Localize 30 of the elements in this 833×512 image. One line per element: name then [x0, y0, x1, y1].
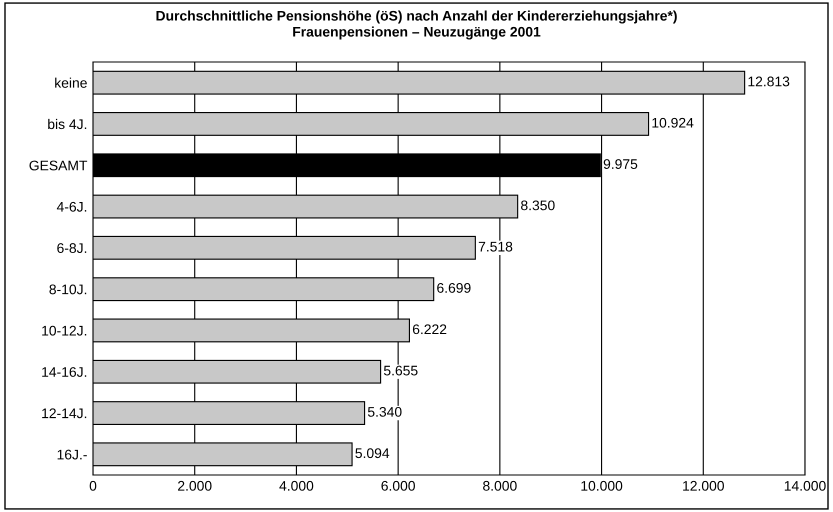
x-tick-label: 6.000 [381, 480, 415, 491]
y-tick-label: bis 4J. [48, 118, 86, 130]
data-label: 12.813 [748, 76, 790, 86]
data-label: 9.975 [604, 159, 638, 169]
chart-title: Durchschnittliche Pensionshöhe (öS) nach Anzahl der Kindererziehungsjahre*) [156, 10, 677, 24]
y-tick-label: 6-8J. [57, 243, 86, 254]
data-label: 5.094 [355, 448, 390, 458]
x-tick-label: 12.000 [683, 480, 724, 491]
data-label: 5.655 [384, 366, 418, 376]
y-tick-label: 14-16J. [42, 367, 86, 377]
data-label: 7.518 [478, 242, 512, 252]
data-label: 5.340 [368, 406, 402, 417]
y-tick-label: 12-14J. [42, 408, 86, 418]
x-tick-label: 2.000 [178, 480, 212, 491]
data-label: 6.222 [412, 324, 446, 334]
x-tick-label: 4.000 [279, 480, 314, 491]
data-label: 8.350 [521, 200, 555, 210]
x-tick-label: 0 [90, 480, 96, 491]
data-label: 10.924 [652, 118, 694, 128]
y-tick-label: 8-10J. [49, 284, 86, 294]
x-tick-label: 14.000 [784, 480, 826, 491]
y-tick-label: 4-6J. [56, 202, 86, 212]
y-tick-label: 10-12J. [42, 326, 86, 336]
y-tick-label: GESAMT [29, 160, 88, 170]
y-tick-label: 16J.- [58, 450, 87, 460]
data-label: 6.699 [437, 283, 471, 293]
y-tick-label: keine [55, 78, 87, 88]
x-tick-label: 10.000 [581, 480, 622, 491]
chart-subtitle: Frauenpensionen – Neuzugänge 2001 [293, 26, 540, 40]
x-tick-label: 8.000 [483, 480, 517, 491]
